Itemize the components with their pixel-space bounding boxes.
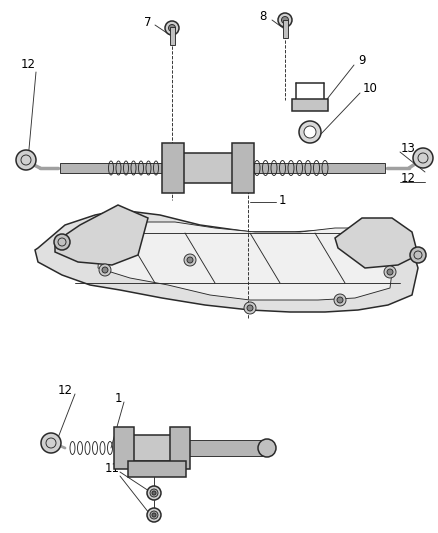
Text: 1: 1 bbox=[278, 193, 286, 206]
Polygon shape bbox=[335, 218, 418, 268]
Circle shape bbox=[150, 511, 158, 519]
Text: 12: 12 bbox=[21, 59, 35, 71]
Polygon shape bbox=[292, 99, 328, 111]
Polygon shape bbox=[98, 222, 395, 300]
Bar bbox=[128, 461, 186, 477]
Circle shape bbox=[102, 267, 108, 273]
Bar bbox=[114, 427, 134, 469]
Circle shape bbox=[152, 491, 156, 495]
Bar bbox=[164, 153, 252, 183]
Bar bbox=[170, 27, 174, 45]
Text: 12: 12 bbox=[57, 384, 73, 397]
Circle shape bbox=[387, 269, 393, 275]
Circle shape bbox=[184, 254, 196, 266]
Text: 9: 9 bbox=[358, 53, 366, 67]
Bar bbox=[283, 20, 287, 38]
Polygon shape bbox=[60, 163, 164, 173]
Circle shape bbox=[169, 25, 176, 31]
Polygon shape bbox=[252, 163, 385, 173]
Text: 7: 7 bbox=[144, 15, 152, 28]
Circle shape bbox=[41, 433, 61, 453]
Circle shape bbox=[150, 489, 158, 497]
Circle shape bbox=[410, 247, 426, 263]
Circle shape bbox=[147, 486, 161, 500]
Bar bbox=[162, 143, 184, 193]
Circle shape bbox=[413, 148, 433, 168]
Circle shape bbox=[147, 508, 161, 522]
Circle shape bbox=[165, 21, 179, 35]
Polygon shape bbox=[35, 210, 418, 312]
Circle shape bbox=[337, 297, 343, 303]
Circle shape bbox=[278, 13, 292, 27]
Circle shape bbox=[258, 439, 276, 457]
Text: 12: 12 bbox=[400, 172, 416, 184]
Polygon shape bbox=[55, 205, 148, 265]
Text: 11: 11 bbox=[105, 462, 120, 474]
Text: 8: 8 bbox=[259, 11, 267, 23]
Circle shape bbox=[384, 266, 396, 278]
Circle shape bbox=[299, 121, 321, 143]
Text: 13: 13 bbox=[401, 141, 415, 155]
Circle shape bbox=[16, 150, 36, 170]
Circle shape bbox=[187, 257, 193, 263]
Circle shape bbox=[304, 126, 316, 138]
Circle shape bbox=[244, 302, 256, 314]
Bar bbox=[232, 143, 254, 193]
Circle shape bbox=[334, 294, 346, 306]
Circle shape bbox=[54, 234, 70, 250]
Bar bbox=[116, 435, 188, 461]
Circle shape bbox=[247, 305, 253, 311]
Bar bbox=[170, 427, 190, 469]
Circle shape bbox=[99, 264, 111, 276]
Circle shape bbox=[152, 513, 156, 517]
Circle shape bbox=[282, 17, 289, 23]
Polygon shape bbox=[188, 440, 263, 456]
Text: 10: 10 bbox=[363, 82, 378, 94]
Text: 1: 1 bbox=[114, 392, 122, 405]
